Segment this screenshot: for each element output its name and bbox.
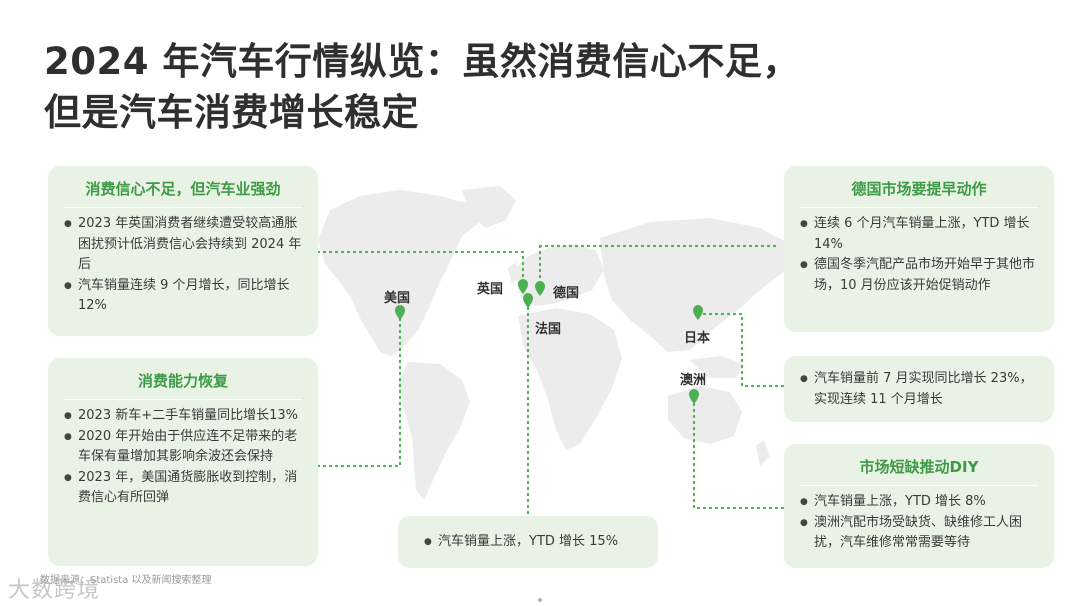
card-germany-list: 连续 6 个月汽车销量上涨，YTD 增长 14% 德国冬季汽配产品市场开始早于其… <box>800 214 1038 296</box>
list-item: 连续 6 个月汽车销量上涨，YTD 增长 14% <box>800 214 1038 255</box>
card-us: 消费能力恢复 2023 新车+二手车销量同比增长13% 2020 年开始由于供应… <box>48 358 318 566</box>
list-item: 2020 年开始由于供应连不足带来的老车保有量增加其影响余波还会保持 <box>64 427 302 468</box>
australia-shape <box>668 386 742 444</box>
pin-us-icon <box>395 305 405 320</box>
divider <box>800 485 1038 486</box>
asia-shape <box>600 218 790 352</box>
list-item: 2023 新车+二手车销量同比增长13% <box>64 406 302 427</box>
label-us: 美国 <box>384 291 411 306</box>
page-title-line2: 但是汽车消费增长稳定 <box>44 91 419 134</box>
list-item: 2023 年英国消费者继续遭受较高通胀困扰预计低消费信心会持续到 2024 年后 <box>64 214 302 276</box>
pin-japan-icon <box>693 305 703 320</box>
card-japan-list: 汽车销量前 7 月实现同比增长 23%，实现连续 11 个月增长 <box>800 369 1038 410</box>
card-uk-heading: 消费信心不足，但汽车业强劲 <box>85 180 281 198</box>
south-america-shape <box>398 362 470 500</box>
label-france: 法国 <box>535 322 562 337</box>
new-zealand-shape <box>756 440 770 466</box>
north-america-shape <box>318 190 480 356</box>
page-title: 2024 年汽车行情纵览：虽然消费信心不足， 但是汽车消费增长稳定 <box>44 36 800 138</box>
connector-japan <box>696 312 786 388</box>
divider <box>64 207 302 208</box>
connector-australia <box>692 396 786 510</box>
card-uk: 消费信心不足，但汽车业强劲 2023 年英国消费者继续遭受较高通胀困扰预计低消费… <box>48 166 318 336</box>
page-title-line1: 2024 年汽车行情纵览：虽然消费信心不足， <box>44 40 800 83</box>
card-australia-list: 汽车销量上涨，YTD 增长 8% 澳洲汽配市场受缺货、缺维修工人困扰，汽车维修常… <box>800 492 1038 554</box>
location-pins <box>395 279 703 404</box>
pin-germany-icon <box>535 281 545 296</box>
list-item: 汽车销量上涨，YTD 增长 8% <box>800 492 1038 513</box>
connector-us <box>316 314 402 468</box>
card-germany: 德国市场要提早动作 连续 6 个月汽车销量上涨，YTD 增长 14% 德国冬季汽… <box>784 166 1054 332</box>
pin-uk-icon <box>518 279 528 294</box>
uk-shape <box>508 262 520 284</box>
page-indicator-dot <box>538 598 542 602</box>
pin-france-icon <box>523 293 533 308</box>
card-france-list: 汽车销量上涨，YTD 增长 15% <box>424 532 642 553</box>
label-germany: 德国 <box>553 286 580 301</box>
source-note: 数据来源：Statista 以及新闻搜索整理 <box>40 575 212 586</box>
connector-uk <box>316 250 525 288</box>
list-item: 2023 年，美国通货膨胀收到控制，消费信心有所回弹 <box>64 468 302 509</box>
africa-shape <box>518 308 622 450</box>
watermark-logo: 大数跨境 <box>8 578 101 603</box>
card-france: 汽车销量上涨，YTD 增长 15% <box>398 516 658 568</box>
card-australia-heading: 市场短缺推动DIY <box>859 458 979 476</box>
card-uk-list: 2023 年英国消费者继续遭受较高通胀困扰预计低消费信心会持续到 2024 年后… <box>64 214 302 317</box>
divider <box>64 399 302 400</box>
list-item: 汽车销量连续 9 个月增长，同比增长 12% <box>64 276 302 317</box>
list-item: 汽车销量上涨，YTD 增长 15% <box>424 532 642 553</box>
continents <box>318 186 790 500</box>
card-us-heading: 消费能力恢复 <box>137 372 228 390</box>
card-us-list: 2023 新车+二手车销量同比增长13% 2020 年开始由于供应连不足带来的老… <box>64 406 302 509</box>
list-item: 汽车销量前 7 月实现同比增长 23%，实现连续 11 个月增长 <box>800 369 1038 410</box>
card-germany-heading: 德国市场要提早动作 <box>851 180 987 198</box>
list-item: 澳洲汽配市场受缺货、缺维修工人困扰，汽车维修常常需要等待 <box>800 513 1038 554</box>
label-australia: 澳洲 <box>680 373 707 388</box>
label-uk: 英国 <box>477 282 504 297</box>
label-japan: 日本 <box>684 331 711 346</box>
greenland-shape <box>462 186 516 228</box>
pin-australia-icon <box>689 389 699 404</box>
divider <box>800 207 1038 208</box>
card-japan: 汽车销量前 7 月实现同比增长 23%，实现连续 11 个月增长 <box>784 356 1054 422</box>
card-australia: 市场短缺推动DIY 汽车销量上涨，YTD 增长 8% 澳洲汽配市场受缺货、缺维修… <box>784 444 1054 568</box>
se-asia-shape <box>690 356 744 378</box>
list-item: 德国冬季汽配产品市场开始早于其他市场，10 月份应该开始促销动作 <box>800 255 1038 296</box>
